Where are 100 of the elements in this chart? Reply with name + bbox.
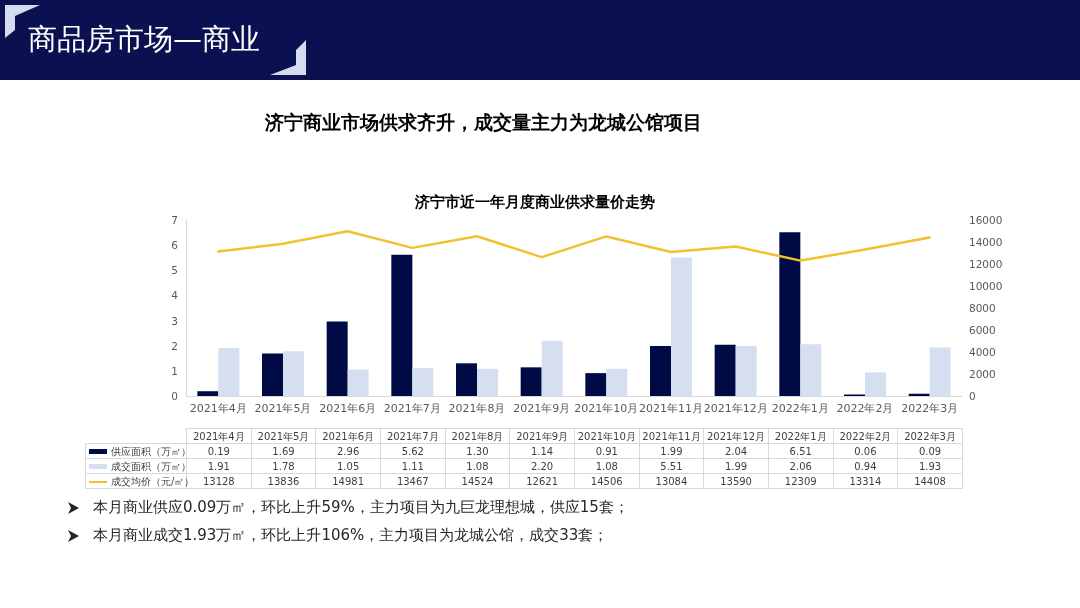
- data-label: 13084: [639, 473, 704, 489]
- category-label: 2021年12月: [706, 430, 766, 442]
- y-tick-label: 2: [171, 339, 178, 352]
- category-label: 2021年9月: [516, 430, 569, 442]
- y2-tick-label: 8000: [969, 302, 996, 314]
- category-label: 2021年7月: [386, 430, 439, 442]
- x-tick-label: 2021年4月: [189, 402, 247, 415]
- bar: [865, 372, 886, 396]
- bar: [347, 369, 369, 396]
- bar: [541, 340, 563, 396]
- data-label: 0.19: [207, 445, 230, 457]
- bar: [477, 368, 498, 396]
- category-label: 2022年2月: [839, 430, 892, 442]
- legend-label: 成交均价（元/㎡）: [111, 475, 195, 487]
- bar: [326, 321, 348, 396]
- data-label: 6.51: [768, 443, 834, 459]
- data-label: 2.96: [315, 443, 381, 459]
- data-label: 13590: [703, 473, 769, 489]
- bar: [714, 344, 736, 396]
- x-tick-label: 2021年12月: [703, 402, 768, 415]
- data-label: 1.78: [251, 458, 316, 474]
- bar: [650, 345, 671, 396]
- x-tick-label: 2021年5月: [254, 402, 312, 415]
- bar: [391, 254, 413, 396]
- y2-tick-label: 10000: [969, 280, 1003, 292]
- category-label: 2021年10月: [577, 430, 636, 442]
- text: 本月商业成交1.93万㎡，环比上升106%，主力项目为龙城公馆，成交33套；: [93, 526, 609, 544]
- x-tick-label: 2021年9月: [513, 402, 571, 415]
- data-label: 14524: [445, 473, 510, 489]
- bar: [218, 347, 240, 396]
- bar: [283, 351, 304, 396]
- bar: [800, 344, 822, 396]
- y2-tick-label: 6000: [969, 324, 996, 336]
- y2-tick-label: 2000: [969, 368, 996, 380]
- bar: [735, 345, 757, 396]
- category-label: 2021年5月: [257, 430, 310, 442]
- text: 商品房市场—商业: [28, 21, 260, 58]
- data-label: 1.05: [315, 458, 381, 474]
- text: 本月商业供应0.09万㎡，环比上升59%，主力项目为九巨龙理想城，供应15套；: [93, 498, 629, 516]
- data-label: 2.06: [768, 458, 834, 474]
- category-label: 2021年8月: [451, 430, 504, 442]
- y-tick-label: 0: [171, 390, 178, 402]
- data-label: 0.94: [833, 458, 898, 474]
- data-label: 0.09: [897, 443, 963, 459]
- data-label: 13128: [202, 475, 235, 487]
- y2-tick-label: 0: [969, 390, 976, 402]
- bar: [262, 353, 283, 396]
- bar: [606, 368, 628, 396]
- category-label: 2021年4月: [192, 430, 245, 442]
- data-label: 13467: [380, 473, 446, 489]
- x-tick-label: 2021年10月: [574, 402, 639, 415]
- x-tick-label: 2021年8月: [448, 402, 506, 415]
- y2-tick-label: 12000: [969, 258, 1003, 270]
- legend-label: 供应面积（万㎡）: [111, 445, 191, 457]
- data-label: 14981: [315, 473, 381, 489]
- data-label: 13836: [251, 473, 316, 489]
- y2-tick-label: 4000: [969, 346, 996, 358]
- data-label: 1.69: [251, 443, 316, 459]
- data-label: 13314: [833, 473, 898, 489]
- x-tick-label: 2021年7月: [383, 402, 441, 415]
- y-tick-label: 5: [171, 264, 178, 277]
- data-label: 1.30: [445, 443, 510, 459]
- x-tick-label: 2021年6月: [319, 402, 377, 415]
- data-label: 1.99: [703, 458, 769, 474]
- bar: [929, 347, 951, 396]
- data-label: 2.04: [703, 443, 769, 459]
- data-label: 5.51: [639, 458, 704, 474]
- x-tick-label: 2022年3月: [901, 402, 959, 415]
- data-label: 0.91: [574, 443, 640, 459]
- x-tick-label: 2022年1月: [771, 402, 829, 415]
- data-label: 1.08: [574, 458, 640, 474]
- bar: [456, 363, 477, 396]
- bar: [520, 367, 542, 396]
- y2-tick-label: 14000: [969, 236, 1003, 248]
- data-label: 12621: [509, 473, 575, 489]
- x-tick-label: 2021年11月: [639, 402, 703, 415]
- category-label: 2021年11月: [642, 430, 701, 442]
- data-label: 1.91: [207, 460, 230, 472]
- text: 济宁商业市场供求齐升，成交量主力为龙城公馆项目: [264, 110, 703, 135]
- category-label: 2022年1月: [774, 430, 827, 442]
- legend-label: 成交面积（万㎡）: [111, 460, 191, 472]
- bar: [585, 373, 607, 396]
- category-label: 2022年3月: [904, 430, 956, 442]
- line-series: [217, 229, 931, 262]
- bar: [779, 232, 801, 396]
- data-label: 2.20: [509, 458, 575, 474]
- data-label: 1.99: [639, 443, 704, 459]
- data-label: 1.93: [897, 458, 963, 474]
- data-label: 1.14: [509, 443, 575, 459]
- y-tick-label: 7: [171, 214, 178, 226]
- data-label: 14506: [574, 473, 640, 489]
- data-label: 0.06: [833, 443, 898, 459]
- data-label: 12309: [768, 473, 834, 489]
- y-tick-label: 6: [171, 239, 179, 252]
- bar: [412, 368, 434, 396]
- y-tick-label: 3: [171, 314, 178, 327]
- y-tick-label: 1: [171, 364, 178, 377]
- bar: [671, 257, 692, 396]
- chart-title: 济宁市近一年月度商业供求量价走势: [414, 192, 655, 211]
- data-label: 1.11: [380, 458, 446, 474]
